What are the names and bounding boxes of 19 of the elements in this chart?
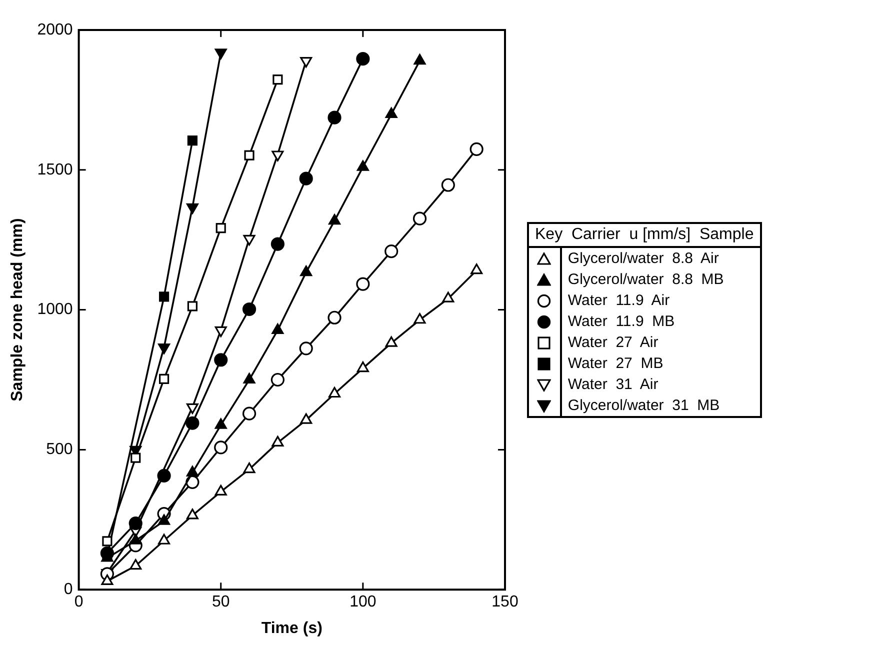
legend-label: Water 31 Air	[566, 375, 660, 395]
x-tick-label: 50	[212, 594, 230, 611]
legend-label: Water 11.9 MB	[566, 312, 676, 332]
y-tick-label: 2000	[37, 21, 73, 38]
y-tick-label: 1500	[37, 161, 73, 178]
legend-label: Glycerol/water 31 MB	[566, 396, 721, 416]
legend-label: Glycerol/water 8.8 Air	[566, 249, 720, 269]
y-tick-label: 1000	[37, 301, 73, 318]
y-tick-label: 500	[46, 441, 73, 458]
x-tick-label: 150	[492, 594, 518, 611]
legend-label: Water 27 Air	[566, 333, 660, 353]
x-tick-label: 100	[350, 594, 376, 611]
legend-label: Water 27 MB	[566, 354, 664, 374]
y-tick-label: 0	[64, 581, 73, 598]
legend-title: Key Carrier u [mm/s] Sample	[528, 223, 761, 247]
x-axis-title: Time (s)	[261, 620, 322, 637]
legend-label: Water 11.9 Air	[566, 291, 671, 311]
y-axis-title: Sample zone head (mm)	[9, 218, 26, 402]
legend-label: Glycerol/water 8.8 MB	[566, 270, 725, 290]
